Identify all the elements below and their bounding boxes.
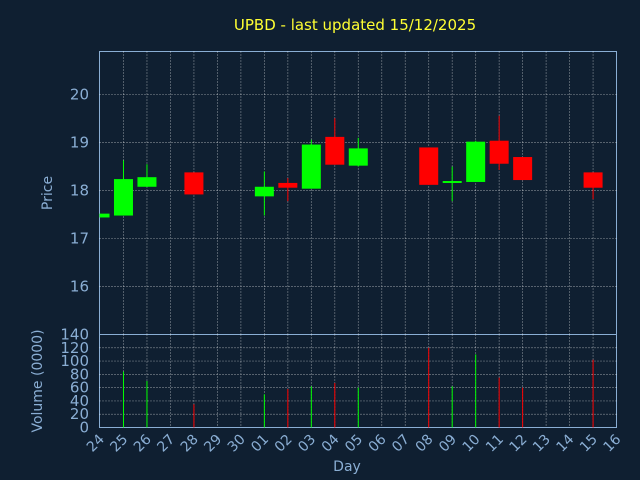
x-tick-label: 13	[530, 432, 554, 456]
x-tick-label: 26	[131, 431, 155, 455]
volume-bars	[122, 347, 594, 428]
candle-body	[137, 177, 157, 187]
candle-body	[583, 172, 603, 188]
candle-body	[442, 181, 462, 184]
x-tick-label: 29	[201, 432, 225, 456]
x-tick-label: 10	[460, 432, 484, 456]
price-y-ticks: 16 17 18 19 20	[70, 86, 89, 296]
x-tick-label: 30	[225, 432, 249, 456]
x-tick-label: 07	[389, 432, 413, 456]
candle-body	[184, 172, 204, 195]
candles	[99, 115, 603, 218]
x-tick-label: 02	[272, 432, 296, 456]
candle-body	[254, 186, 274, 197]
price-tick-label: 20	[70, 86, 89, 104]
candle-body	[466, 141, 486, 182]
price-tick-label: 18	[70, 182, 89, 200]
volume-tick-label: 80	[70, 365, 89, 383]
x-tick-label: 04	[319, 431, 343, 455]
volume-tick-label: 0	[79, 419, 89, 437]
candle-body	[301, 144, 321, 189]
volume-axis-label: Volume (0000)	[30, 329, 46, 432]
x-axis-label: Day	[333, 459, 361, 475]
volume-tick-label: 100	[60, 352, 89, 370]
chart-title: UPBD - last updated 15/12/2025	[234, 16, 476, 34]
volume-tick-label: 40	[70, 392, 89, 410]
price-tick-label: 17	[70, 230, 89, 248]
candle-body	[489, 140, 509, 164]
price-axis-label: Price	[40, 176, 56, 210]
x-tick-label: 12	[507, 432, 531, 456]
volume-tick-label: 140	[60, 326, 89, 344]
x-tick-label: 27	[154, 432, 178, 456]
x-tick-label: 01	[248, 432, 272, 456]
candle-body	[325, 136, 345, 165]
x-tick-label: 03	[295, 432, 319, 456]
x-tick-label: 14	[554, 431, 578, 455]
candle-body	[100, 213, 110, 218]
x-tick-label: 08	[413, 432, 437, 456]
x-tick-label: 25	[107, 432, 131, 456]
candle-body	[419, 147, 439, 185]
candle-body	[113, 179, 133, 216]
x-tick-label: 09	[436, 432, 460, 456]
x-tick-label: 06	[366, 431, 390, 455]
price-tick-label: 19	[70, 134, 89, 152]
price-grid	[99, 51, 617, 335]
x-tick-label: 15	[577, 432, 601, 456]
candle-body	[513, 157, 533, 181]
volume-tick-label: 20	[70, 405, 89, 423]
price-tick-label: 16	[70, 278, 89, 296]
x-tick-label: 16	[600, 431, 624, 455]
x-ticks: 24 25 26 27 28 29 30 01 02 03 04 05 06 07 08 09 10 11 12 13…	[84, 431, 625, 455]
volume-tick-label: 60	[70, 379, 89, 397]
candle-body	[278, 182, 298, 188]
volume-tick-label: 120	[60, 339, 89, 357]
x-tick-label: 05	[342, 432, 366, 456]
candle-body	[348, 148, 368, 166]
x-tick-label: 11	[483, 432, 507, 456]
x-tick-label: 28	[178, 432, 202, 456]
